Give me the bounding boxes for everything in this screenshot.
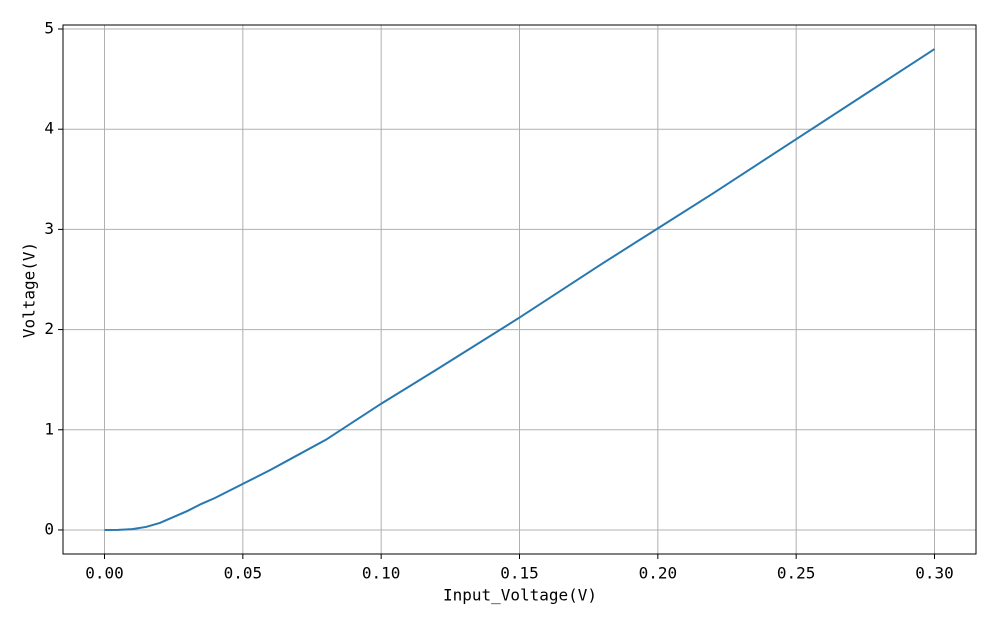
- x-tick-label: 0.15: [500, 564, 539, 583]
- y-tick-label: 2: [44, 319, 54, 338]
- line-series: [104, 48, 936, 531]
- plot-frame: [62, 24, 977, 555]
- y-tick-label: 1: [44, 419, 54, 438]
- y-axis-label: Voltage(V): [20, 242, 39, 338]
- x-tick-label: 0.25: [777, 564, 816, 583]
- x-tick-label: 0.10: [362, 564, 401, 583]
- x-tick-label: 0.00: [85, 564, 124, 583]
- y-tick-label: 4: [44, 119, 54, 138]
- y-tick-label: 5: [44, 19, 54, 38]
- y-tick-label: 0: [44, 519, 54, 538]
- x-tick-label: 0.05: [224, 564, 263, 583]
- x-tick-label: 0.20: [639, 564, 678, 583]
- y-tick-label: 3: [44, 219, 54, 238]
- x-tick-label: 0.30: [915, 564, 954, 583]
- x-axis-label: Input_Voltage(V): [443, 586, 597, 605]
